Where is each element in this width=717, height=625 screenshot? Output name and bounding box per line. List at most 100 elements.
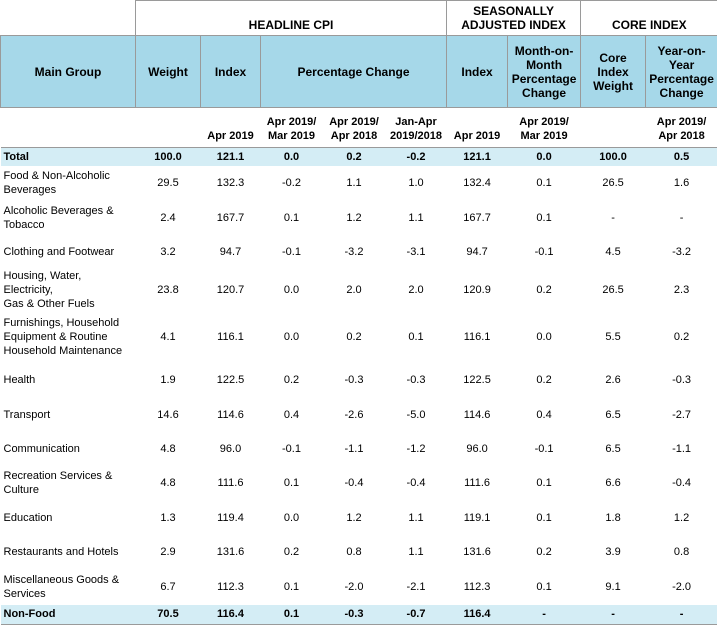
value-cell: 96.0 [447,433,508,466]
value-cell: 0.1 [508,501,581,535]
value-cell: 0.0 [261,269,323,311]
value-cell: 4.8 [136,433,201,466]
value-cell: 114.6 [447,398,508,433]
sub-header: Apr 2019/ Apr 2018 [323,108,386,148]
value-cell: -0.2 [386,148,447,166]
group-name: Alcoholic Beverages & Tobacco [1,201,136,236]
value-cell: 0.0 [261,501,323,535]
blank-cell [136,108,201,148]
value-cell: 0.1 [508,466,581,501]
column-header: Year-on- Year Percentage Change [646,36,717,108]
group-name: Clothing and Footwear [1,236,136,269]
value-cell: 0.2 [323,148,386,166]
value-cell: 2.4 [136,201,201,236]
blank-cell [581,108,646,148]
value-cell: 0.1 [508,569,581,605]
value-cell: 6.5 [581,433,646,466]
value-cell: -0.3 [323,363,386,398]
sub-header: Apr 2019/ Mar 2019 [508,108,581,148]
value-cell: 0.1 [508,201,581,236]
group-name: Food & Non-Alcoholic Beverages [1,166,136,201]
value-cell: 0.4 [261,398,323,433]
sub-header: Apr 2019/ Apr 2018 [646,108,717,148]
value-cell: 0.2 [646,311,717,363]
value-cell: 14.6 [136,398,201,433]
value-cell: -1.2 [386,433,447,466]
group-name: Restaurants and Hotels [1,535,136,569]
value-cell: 1.1 [323,166,386,201]
value-cell: -0.4 [386,466,447,501]
value-cell: 167.7 [447,201,508,236]
value-cell: 96.0 [201,433,261,466]
value-cell: 111.6 [201,466,261,501]
value-cell: 94.7 [201,236,261,269]
value-cell: - [581,605,646,625]
value-cell: -0.1 [508,433,581,466]
sub-header: Apr 2019 [201,108,261,148]
value-cell: -3.2 [646,236,717,269]
value-cell: 0.0 [261,311,323,363]
sub-header: Jan-Apr 2019/2018 [386,108,447,148]
value-cell: 114.6 [201,398,261,433]
blank-cell [1,108,136,148]
value-cell: 3.2 [136,236,201,269]
value-cell: 0.0 [261,148,323,166]
value-cell: 1.9 [136,363,201,398]
value-cell: 1.1 [386,201,447,236]
value-cell: 120.9 [447,269,508,311]
value-cell: 132.4 [447,166,508,201]
value-cell: -2.0 [646,569,717,605]
value-cell: 120.7 [201,269,261,311]
value-cell: 26.5 [581,269,646,311]
group-name: Education [1,501,136,535]
sub-header: Apr 2019 [447,108,508,148]
value-cell: 116.1 [447,311,508,363]
value-cell: 1.6 [646,166,717,201]
value-cell: -0.1 [508,236,581,269]
value-cell: -0.7 [386,605,447,625]
column-header: Main Group [1,36,136,108]
value-cell: -0.1 [261,433,323,466]
value-cell: 0.2 [261,363,323,398]
table-row: Housing, Water, Electricity, Gas & Other… [1,269,717,311]
value-cell: 0.1 [261,466,323,501]
group-header: SEASONALLY ADJUSTED INDEX [447,1,581,36]
column-header: Weight [136,36,201,108]
value-cell: 121.1 [447,148,508,166]
value-cell: - [646,201,717,236]
column-header: Core Index Weight [581,36,646,108]
value-cell: 1.2 [323,201,386,236]
value-cell: 1.3 [136,501,201,535]
value-cell: -1.1 [646,433,717,466]
value-cell: 1.0 [386,166,447,201]
value-cell: 2.0 [323,269,386,311]
column-header: Index [447,36,508,108]
value-cell: 121.1 [201,148,261,166]
value-cell: 2.6 [581,363,646,398]
value-cell: -3.2 [323,236,386,269]
value-cell: -3.1 [386,236,447,269]
value-cell: 0.1 [261,605,323,625]
value-cell: -0.2 [261,166,323,201]
value-cell: 1.1 [386,501,447,535]
value-cell: 3.9 [581,535,646,569]
value-cell: 119.4 [201,501,261,535]
value-cell: 122.5 [447,363,508,398]
value-cell: 0.0 [508,311,581,363]
value-cell: 131.6 [447,535,508,569]
value-cell: 0.8 [323,535,386,569]
value-cell: 111.6 [447,466,508,501]
group-name: Total [1,148,136,166]
value-cell: 6.5 [581,398,646,433]
